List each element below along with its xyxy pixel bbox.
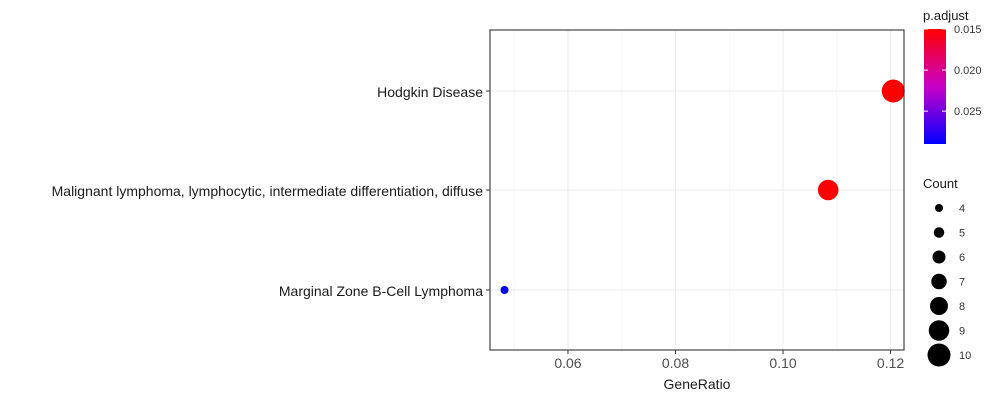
x-tick-label-3: 0.12: [877, 355, 904, 371]
count-legend: Count 4 5 6 7 8 9 10: [923, 176, 971, 367]
x-tick-label-0: 0.06: [554, 355, 581, 371]
count-legend-label-1: 5: [959, 228, 965, 240]
colorbar-ticks: [924, 28, 946, 112]
data-points: [500, 79, 905, 294]
y-tick-marks: [486, 90, 490, 291]
colorbar-tick-label-2: 0.025: [954, 106, 982, 118]
data-point: [881, 79, 905, 103]
x-axis: 0.06 0.08 0.10 0.12 GeneRatio: [554, 350, 904, 392]
p-adjust-colorbar: [924, 29, 946, 144]
data-point: [817, 179, 839, 201]
count-legend-label-2: 6: [959, 252, 965, 264]
count-legend-key: [933, 227, 945, 238]
x-tick-label-2: 0.10: [769, 355, 796, 371]
count-legend-key: [930, 297, 948, 315]
x-tick-label-1: 0.08: [662, 355, 689, 371]
count-legend-title: Count: [923, 176, 958, 191]
y-tick-label-hodgkin: Hodgkin Disease: [377, 84, 483, 100]
count-legend-key: [927, 343, 951, 367]
x-tick-marks: [567, 350, 892, 354]
count-legend-label-6: 10: [959, 350, 971, 362]
count-legend-key: [932, 250, 946, 264]
plot-panel: [489, 29, 905, 351]
colorbar-tick-label-1: 0.020: [954, 65, 982, 77]
p-adjust-legend-title: p.adjust: [923, 8, 969, 23]
p-adjust-legend: p.adjust 0.015 0.020 0.025: [923, 8, 982, 144]
count-legend-key: [931, 273, 947, 290]
y-axis: Hodgkin Disease Malignant lymphoma, lymp…: [52, 84, 490, 299]
count-legend-label-5: 9: [959, 326, 965, 338]
count-legend-label-4: 8: [959, 301, 965, 313]
y-tick-label-marginal-zone: Marginal Zone B-Cell Lymphoma: [279, 283, 483, 299]
count-legend-keys: [927, 204, 951, 367]
count-legend-label-3: 7: [959, 277, 965, 289]
x-axis-title: GeneRatio: [664, 376, 731, 392]
count-legend-key: [935, 204, 943, 212]
count-legend-key: [928, 320, 950, 341]
data-point: [500, 286, 509, 294]
y-tick-label-malignant-lymphoma: Malignant lymphoma, lymphocytic, interme…: [52, 183, 484, 199]
count-legend-label-0: 4: [959, 203, 965, 215]
colorbar-tick-label-0: 0.015: [954, 24, 982, 36]
